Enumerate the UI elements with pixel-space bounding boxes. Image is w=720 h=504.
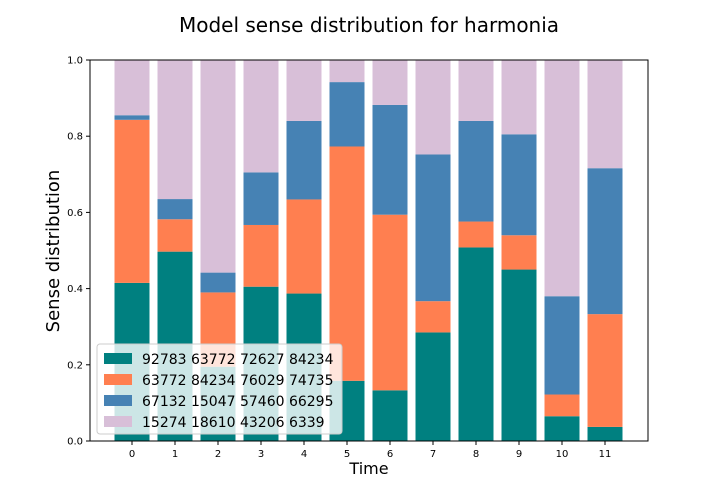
legend: 92783 63772 72627 84234 63772 84234 76029… [96, 343, 343, 435]
bar-segment [200, 272, 236, 293]
bar-segment [329, 82, 365, 147]
bar-segment [114, 115, 150, 120]
bar-segment [501, 60, 537, 135]
bar-segment [372, 60, 408, 105]
y-tick-label: 0.2 [67, 360, 83, 371]
x-tick-label: 6 [387, 449, 393, 460]
bar-segment [458, 60, 494, 121]
bar-segment [587, 314, 623, 427]
bar-segment [243, 60, 279, 173]
y-tick-label: 0.4 [67, 284, 83, 295]
bar-segment [243, 224, 279, 287]
bar-segment [501, 235, 537, 270]
y-tick-label: 0.0 [67, 437, 83, 448]
x-tick-label: 7 [430, 449, 436, 460]
bar-segment [587, 168, 623, 315]
y-axis-label: Sense distribution [43, 170, 64, 333]
y-tick-label: 1.0 [67, 56, 83, 67]
chart-title: Model sense distribution for harmonia [179, 13, 559, 37]
bar-segment [587, 426, 623, 441]
bar-segment [200, 60, 236, 273]
legend-swatch [104, 416, 132, 427]
x-tick-label: 11 [599, 449, 612, 460]
legend-swatch [104, 395, 132, 406]
bar-segment [415, 154, 451, 302]
bar-segment [458, 247, 494, 441]
bar-segment [415, 301, 451, 333]
bar-segment [544, 60, 580, 297]
bar-segment [372, 214, 408, 391]
bar-segment [501, 269, 537, 441]
y-tick-label: 0.6 [67, 208, 83, 219]
y-axis: 0.0 0.2 0.4 0.6 0.8 1.0 [67, 56, 90, 448]
bar-segment [544, 416, 580, 441]
x-tick-label: 2 [215, 449, 221, 460]
legend-swatch [104, 374, 132, 385]
bar-segment [501, 134, 537, 236]
bar-segment [157, 199, 193, 220]
legend-swatch [104, 353, 132, 364]
bar-segment [286, 199, 322, 294]
bar-segment [458, 221, 494, 248]
x-tick-label: 9 [516, 449, 522, 460]
x-tick-label: 1 [172, 449, 178, 460]
bar-segment [157, 60, 193, 200]
bar-segment [415, 332, 451, 441]
bar-segment [329, 146, 365, 381]
bar-segment [114, 60, 150, 116]
bar-segment [544, 394, 580, 417]
x-tick-label: 5 [344, 449, 350, 460]
bar-segment [286, 120, 322, 200]
bar-segment [415, 60, 451, 155]
bar-segment [114, 119, 150, 283]
x-tick-label: 10 [556, 449, 569, 460]
bar-segment [587, 60, 623, 169]
bar-segment [458, 120, 494, 222]
x-axis: 0 1 2 3 4 5 6 7 8 9 10 11 [129, 441, 612, 460]
x-tick-label: 4 [301, 449, 307, 460]
bar-segment [243, 172, 279, 225]
legend-label: 63772 84234 76029 74735 [142, 373, 334, 389]
legend-label: 92783 63772 72627 84234 [142, 352, 334, 368]
legend-box [96, 343, 343, 435]
legend-label: 15274 18610 43206 6339 [142, 415, 325, 431]
bar-segment [157, 219, 193, 252]
bar-segment [286, 60, 322, 121]
bar-segment [372, 390, 408, 441]
plot-frame [89, 59, 649, 442]
x-axis-label: Time [348, 459, 388, 478]
legend-label: 67132 15047 57460 66295 [142, 394, 334, 410]
bar-segment [329, 60, 365, 83]
x-tick-label: 3 [258, 449, 264, 460]
x-tick-label: 0 [129, 449, 135, 460]
y-tick-label: 0.8 [67, 132, 83, 143]
bar-segment [544, 296, 580, 395]
x-tick-label: 8 [473, 449, 479, 460]
bar-segment [372, 104, 408, 215]
